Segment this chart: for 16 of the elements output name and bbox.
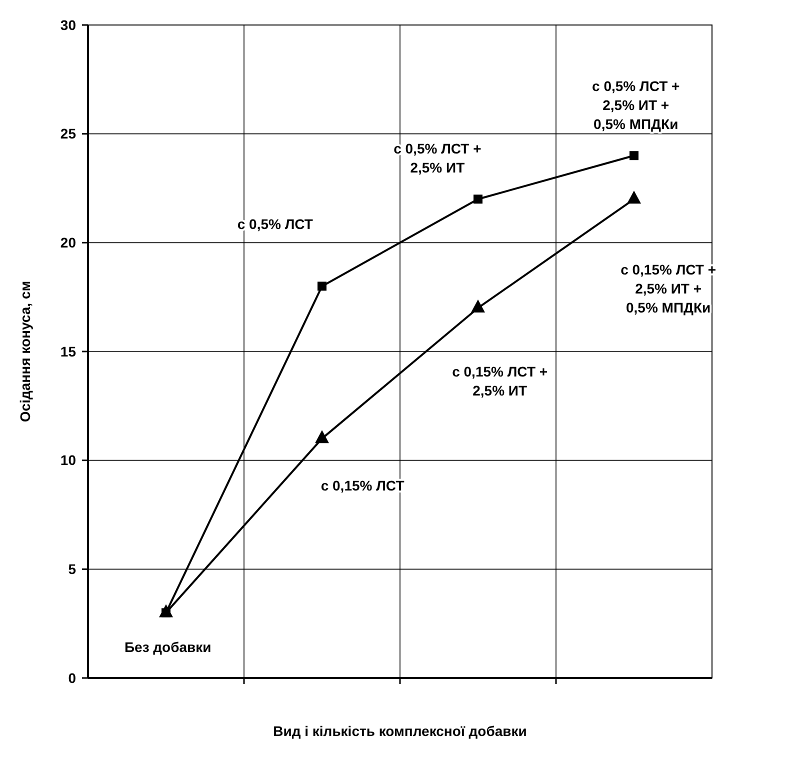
y-tick-label: 10 [60, 452, 76, 468]
annotation: Без добавки [124, 639, 212, 656]
x-axis-title: Вид і кількість комплексної добавки [273, 723, 527, 739]
annotation: с 0,15% ЛСТ + 2,5% ИТ [452, 363, 548, 398]
y-tick-label: 20 [60, 234, 76, 251]
annotation: с 0,5% ЛСТ + 2,5% ИТ + 0,5% МПДКи [592, 78, 680, 132]
y-tick-label: 5 [68, 561, 76, 578]
y-tick-label: 30 [60, 16, 76, 33]
y-axis-title: Осідання конуса, см [17, 280, 33, 422]
y-tick-label: 25 [60, 126, 76, 142]
point [630, 151, 638, 160]
y-tick-label: 0 [68, 670, 76, 686]
y-tick-label: 15 [60, 343, 76, 360]
point [474, 194, 482, 204]
point [318, 282, 326, 291]
point [315, 430, 329, 444]
